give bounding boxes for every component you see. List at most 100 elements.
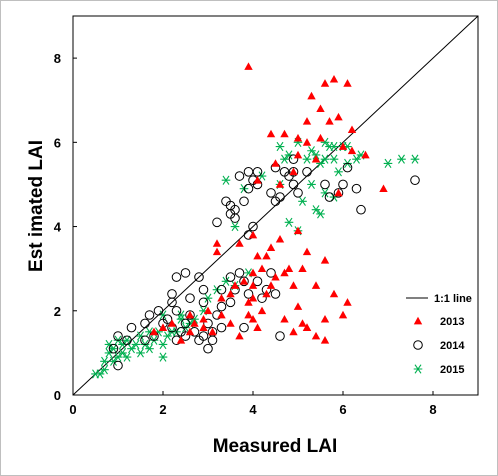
point-2013	[235, 239, 244, 247]
point-2014	[243, 167, 254, 177]
point-2014	[167, 297, 177, 308]
point-2014	[171, 305, 182, 316]
point-2013	[316, 133, 325, 142]
point-2015	[145, 344, 154, 354]
point-2014	[410, 175, 420, 186]
point-2014	[270, 196, 281, 207]
point-2013	[266, 281, 276, 289]
point-2014	[288, 179, 299, 190]
point-2015	[329, 154, 339, 164]
point-2014	[198, 297, 209, 308]
point-2013	[226, 319, 235, 327]
point-2013	[307, 91, 316, 100]
point-2014	[234, 171, 245, 181]
point-2013	[244, 310, 253, 319]
point-2015	[122, 335, 132, 345]
legend-marker-2014	[413, 340, 423, 350]
point-2013	[302, 247, 312, 256]
point-2013	[289, 327, 298, 336]
point-2013	[379, 184, 388, 193]
point-2013	[343, 298, 352, 306]
point-2013	[266, 129, 276, 138]
point-2015	[127, 344, 136, 354]
point-2014	[180, 331, 191, 341]
point-2013	[262, 251, 271, 260]
point-2013	[293, 133, 303, 142]
point-2015	[91, 369, 100, 379]
point-2013	[149, 327, 159, 336]
point-2014	[252, 167, 263, 177]
point-2013	[244, 62, 253, 70]
x-axis-title: Measured LAI	[213, 436, 338, 457]
point-2014	[252, 276, 263, 287]
point-2013	[203, 306, 213, 315]
point-2013	[248, 293, 258, 302]
point-2014	[203, 318, 213, 329]
point-2015	[284, 217, 294, 227]
point-2015	[122, 352, 132, 362]
point-2015	[320, 154, 330, 164]
point-2013	[239, 277, 249, 285]
point-2014	[207, 335, 218, 346]
point-2014	[140, 318, 150, 329]
point-2013	[248, 230, 258, 239]
point-2015	[109, 344, 118, 354]
point-2014	[180, 318, 191, 329]
point-2014	[194, 335, 204, 346]
point-2014	[140, 335, 150, 346]
x-tick-label: 4	[249, 402, 257, 417]
point-2015	[100, 365, 109, 375]
point-2015	[410, 154, 420, 164]
point-2014	[113, 331, 123, 341]
point-2014	[239, 322, 249, 333]
point-2015	[221, 175, 231, 185]
point-2014	[270, 289, 281, 299]
point-2014	[239, 196, 249, 207]
point-2014	[230, 213, 240, 223]
point-2013	[325, 117, 334, 125]
point-2015	[311, 150, 321, 160]
point-2014	[225, 297, 236, 308]
point-2013	[257, 264, 267, 273]
point-2013	[185, 327, 195, 336]
point-2013	[257, 306, 267, 315]
point-2013	[217, 293, 226, 302]
point-2014	[122, 335, 132, 346]
point-2013	[311, 331, 321, 340]
point-2013	[226, 289, 235, 298]
y-tick-label: 8	[54, 51, 61, 66]
point-2014	[171, 272, 182, 282]
point-2015	[131, 339, 141, 350]
point-2015	[311, 205, 321, 215]
point-2013	[262, 289, 271, 298]
point-2014	[356, 204, 366, 215]
point-2015	[136, 348, 145, 358]
point-2013	[212, 247, 222, 256]
point-2013	[298, 319, 307, 327]
point-2013	[329, 289, 339, 298]
point-2014	[180, 268, 191, 278]
point-2014	[338, 179, 348, 190]
point-2014	[293, 188, 303, 198]
point-2013	[280, 268, 289, 277]
point-2013	[289, 167, 298, 176]
series-2013	[149, 62, 388, 344]
legend-label-2015: 2015	[440, 364, 464, 376]
point-2014	[108, 343, 119, 354]
y-axis-title: Est imated LAI	[26, 140, 47, 272]
legend: 1:1 line 2013 2014 2015	[406, 293, 472, 376]
point-2014	[342, 162, 353, 173]
point-2015	[397, 154, 406, 164]
point-2013	[248, 268, 258, 277]
point-2013	[199, 323, 208, 331]
point-2015	[302, 154, 312, 164]
point-2013	[284, 264, 294, 273]
point-2013	[311, 281, 321, 289]
plot-area	[72, 15, 479, 396]
point-2013	[293, 226, 303, 235]
y-tick-label: 4	[54, 220, 62, 235]
point-2014	[185, 310, 195, 320]
point-2013	[167, 319, 177, 327]
point-2014	[266, 188, 276, 198]
